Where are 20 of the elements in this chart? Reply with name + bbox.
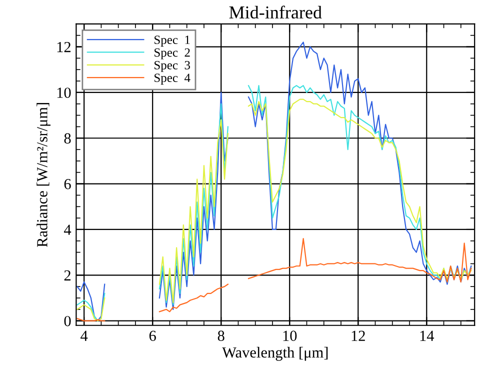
x-axis-title: Wavelength [μm]: [222, 346, 328, 361]
legend-label: Spec 3: [154, 60, 190, 72]
x-tick-label: 6: [149, 330, 156, 341]
x-tick-label: 4: [80, 330, 88, 341]
legend-label: Spec 2: [154, 48, 190, 60]
y-tick-label: 12: [57, 42, 70, 52]
chart-title: Mid-infrared: [229, 6, 322, 19]
y-tick-label: 0: [64, 316, 71, 326]
x-tick-label: 12: [352, 330, 365, 341]
x-tick-label: 10: [283, 330, 297, 341]
x-tick-label: 8: [218, 330, 224, 341]
legend-label: Spec 4: [154, 74, 190, 85]
x-tick-label: 14: [420, 330, 434, 341]
legend-label: Spec 1: [154, 36, 190, 47]
y-tick-label: 6: [64, 178, 71, 190]
y-tick-label: 4: [64, 224, 72, 235]
y-axis-title: Radiance [W/m²/sr/μm]: [36, 103, 50, 247]
y-tick-label: 10: [57, 88, 71, 98]
y-tick-label: 2: [64, 270, 70, 280]
y-tick-label: 8: [64, 133, 71, 144]
